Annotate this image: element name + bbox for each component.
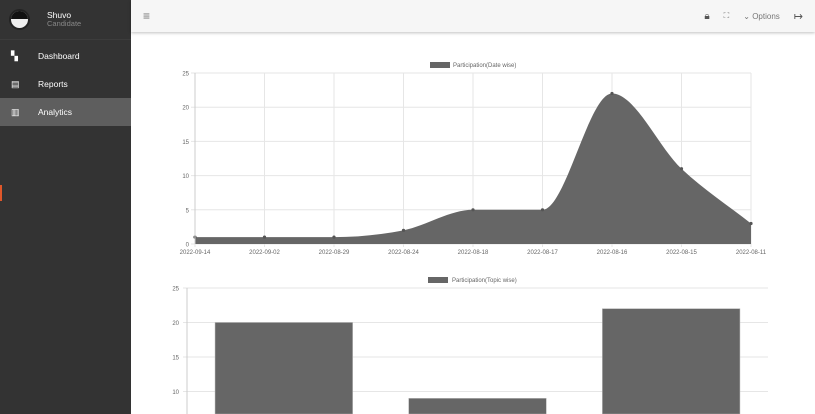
user-profile[interactable]: Shuvo Candidate: [0, 0, 131, 40]
top-header: ≡ 🔒︎ ⛶ ⌄ Options ↦: [131, 0, 815, 32]
sidebar-item-analytics[interactable]: ▥ Analytics: [0, 98, 131, 126]
chart-icon: ▥: [11, 106, 20, 117]
y-tick-label: 25: [182, 72, 189, 78]
data-point: [610, 91, 614, 96]
options-label: Options: [752, 11, 780, 21]
y-tick-label: 20: [182, 106, 189, 112]
legend-swatch: [430, 62, 450, 68]
hamburger-menu-icon[interactable]: ≡: [143, 9, 151, 23]
user-role: Candidate: [47, 19, 82, 29]
x-tick-label: 2022-08-15: [666, 250, 697, 256]
x-tick-label: 2022-08-18: [458, 250, 489, 256]
x-tick-label: 2022-08-17: [527, 250, 558, 256]
sidebar-item-label: Reports: [38, 79, 68, 89]
fullscreen-icon[interactable]: ⛶: [723, 11, 730, 20]
y-tick-label: 15: [172, 356, 179, 362]
x-tick-label: 2022-09-02: [249, 250, 280, 256]
chevron-down-icon: ⌄: [743, 11, 750, 21]
logout-icon[interactable]: ↦: [793, 10, 803, 23]
sidebar-item-dashboard[interactable]: ▚ Dashboard: [0, 42, 131, 70]
x-tick-label: 2022-08-29: [319, 250, 350, 256]
data-point: [471, 208, 475, 212]
legend-label: Participation(Topic wise): [452, 278, 517, 284]
data-point: [401, 228, 406, 232]
x-tick-label: 2022-08-11: [736, 250, 767, 256]
y-tick-label: 0: [186, 243, 190, 249]
bar: [214, 322, 353, 414]
y-tick-label: 15: [182, 140, 189, 146]
sidebar-item-reports[interactable]: ▤ Reports: [0, 70, 131, 98]
x-tick-label: 2022-08-16: [597, 250, 628, 256]
legend-swatch: [428, 277, 448, 283]
data-point: [262, 235, 267, 239]
data-point: [332, 235, 336, 239]
options-dropdown[interactable]: ⌄ Options: [743, 12, 780, 21]
sidebar-item-label: Dashboard: [38, 51, 80, 61]
document-icon: ▤: [11, 78, 20, 89]
data-point: [679, 167, 684, 171]
legend-label: Participation(Date wise): [453, 63, 516, 69]
y-tick-label: 10: [172, 390, 179, 396]
x-tick-label: 2022-09-14: [180, 250, 211, 256]
sidebar-item-label: Analytics: [38, 107, 73, 117]
x-tick-label: 2022-08-24: [388, 250, 419, 256]
y-tick-label: 20: [172, 321, 179, 327]
user-name: Shuvo: [47, 9, 72, 20]
y-tick-label: 10: [182, 174, 189, 180]
data-point: [749, 221, 753, 226]
sidebar: Shuvo Candidate ▚ Dashboard ▤ Reports ▥ Ana…: [0, 0, 131, 414]
avatar: [9, 9, 30, 30]
y-tick-label: 25: [172, 287, 179, 293]
dashboard-icon: ▚: [11, 50, 18, 61]
bar: [602, 308, 741, 414]
bar: [408, 398, 547, 414]
data-point: [193, 235, 197, 239]
accent-marker: [0, 185, 2, 201]
data-point: [540, 208, 545, 212]
y-tick-label: 5: [186, 208, 190, 214]
lock-icon[interactable]: 🔒︎: [704, 10, 710, 22]
area-series: [195, 93, 751, 244]
